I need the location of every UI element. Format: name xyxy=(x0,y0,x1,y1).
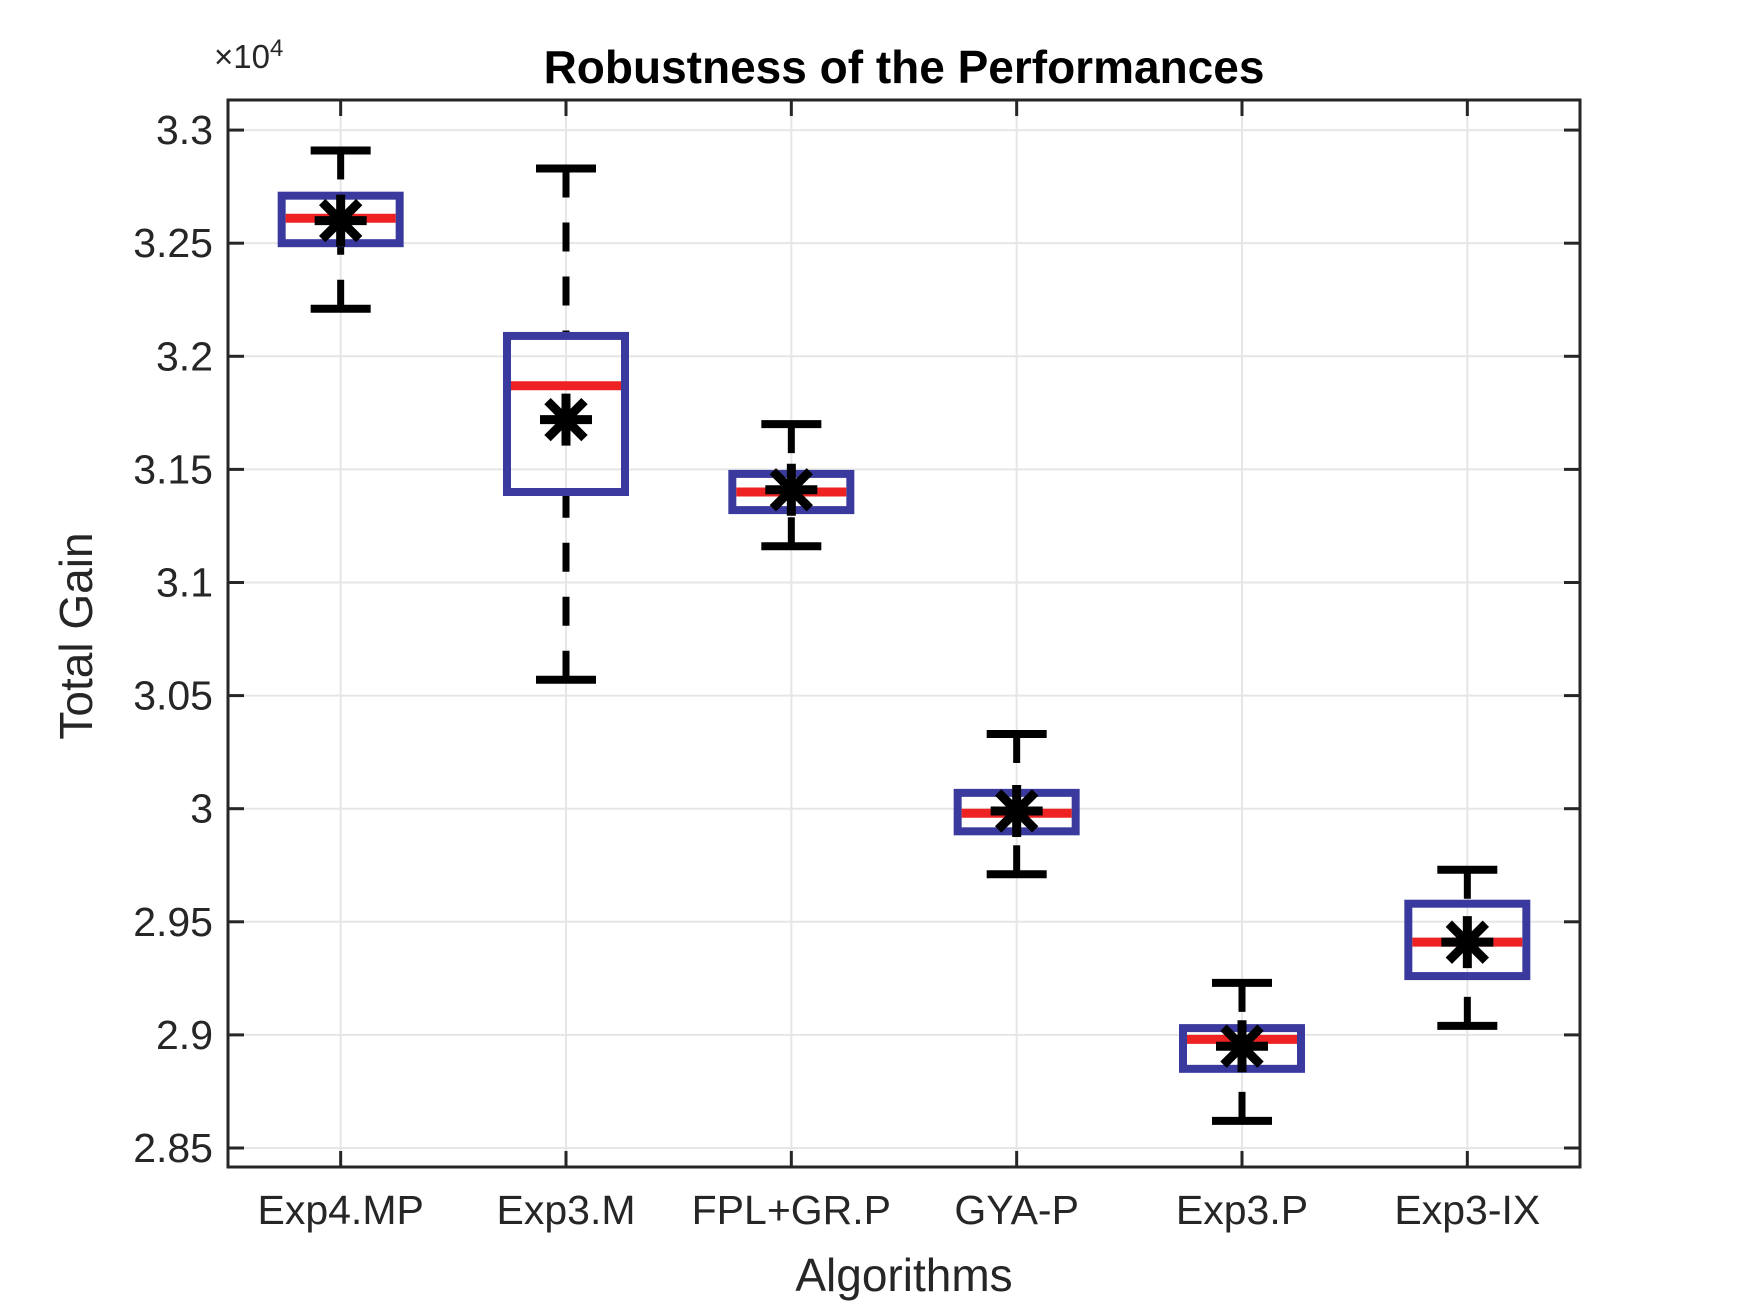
x-tick-label: Exp4.MP xyxy=(257,1187,423,1233)
mean-marker xyxy=(1441,916,1494,969)
y-tick-label: 2.85 xyxy=(133,1125,213,1171)
chart-title: Robustness of the Performances xyxy=(543,41,1265,93)
boxplot-fpl-gr-p xyxy=(728,420,855,551)
y-axis-multiplier: ×104 xyxy=(214,35,284,76)
mean-marker-stroke xyxy=(1220,1024,1264,1068)
mean-marker-stroke xyxy=(769,468,814,512)
axes xyxy=(226,98,1582,1169)
boxplot-exp4-mp xyxy=(277,146,404,313)
y-tick-label: 2.9 xyxy=(156,1012,213,1058)
y-tick-label: 3.25 xyxy=(133,220,213,266)
mean-marker xyxy=(1216,1020,1268,1073)
y-tick-label: 3.3 xyxy=(156,107,213,153)
boxplot-exp3-ix xyxy=(1404,865,1531,1030)
x-tick-label: FPL+GR.P xyxy=(692,1187,891,1233)
axes-frame xyxy=(226,98,1582,1169)
y-tick-label: 3.1 xyxy=(156,559,213,605)
mean-marker-stroke xyxy=(994,789,1039,833)
boxplot-exp3-p xyxy=(1179,978,1305,1125)
y-tick-label: 3.15 xyxy=(133,446,213,492)
gridlines xyxy=(228,100,1580,1167)
boxplot-exp3-m xyxy=(503,164,629,684)
boxplot-gya-p xyxy=(953,730,1080,879)
y-tick-label: 3.2 xyxy=(156,333,213,379)
mean-marker xyxy=(990,784,1043,837)
x-tick-label: GYA-P xyxy=(954,1187,1079,1233)
y-axis-multiplier-exponent: 4 xyxy=(269,35,284,62)
x-axis-label: Algorithms xyxy=(795,1249,1013,1301)
y-tick-label: 3 xyxy=(190,786,213,832)
mean-marker xyxy=(765,463,818,516)
mean-marker-stroke xyxy=(318,198,363,243)
x-tick-label: Exp3.M xyxy=(497,1187,636,1233)
mean-marker-stroke xyxy=(544,397,588,442)
mean-marker-stroke xyxy=(1445,920,1490,964)
y-tick-label: 2.95 xyxy=(133,899,213,945)
iqr-box xyxy=(1404,899,1531,981)
y-axis-label: Total Gain xyxy=(50,532,102,740)
x-tick-label: Exp3-IX xyxy=(1394,1187,1540,1233)
y-axis-multiplier-base: ×10 xyxy=(214,38,270,75)
x-tick-label: Exp3.P xyxy=(1176,1187,1308,1233)
iqr-box xyxy=(503,331,629,497)
mean-marker xyxy=(540,393,592,446)
mean-marker xyxy=(314,194,367,247)
y-tick-label: 3.05 xyxy=(133,673,213,719)
tick-labels: 2.85 2.9 2.95 3 3.05 3.1 3.15 3.2 3.25 3.3 Exp4.MP… xyxy=(133,107,1540,1233)
